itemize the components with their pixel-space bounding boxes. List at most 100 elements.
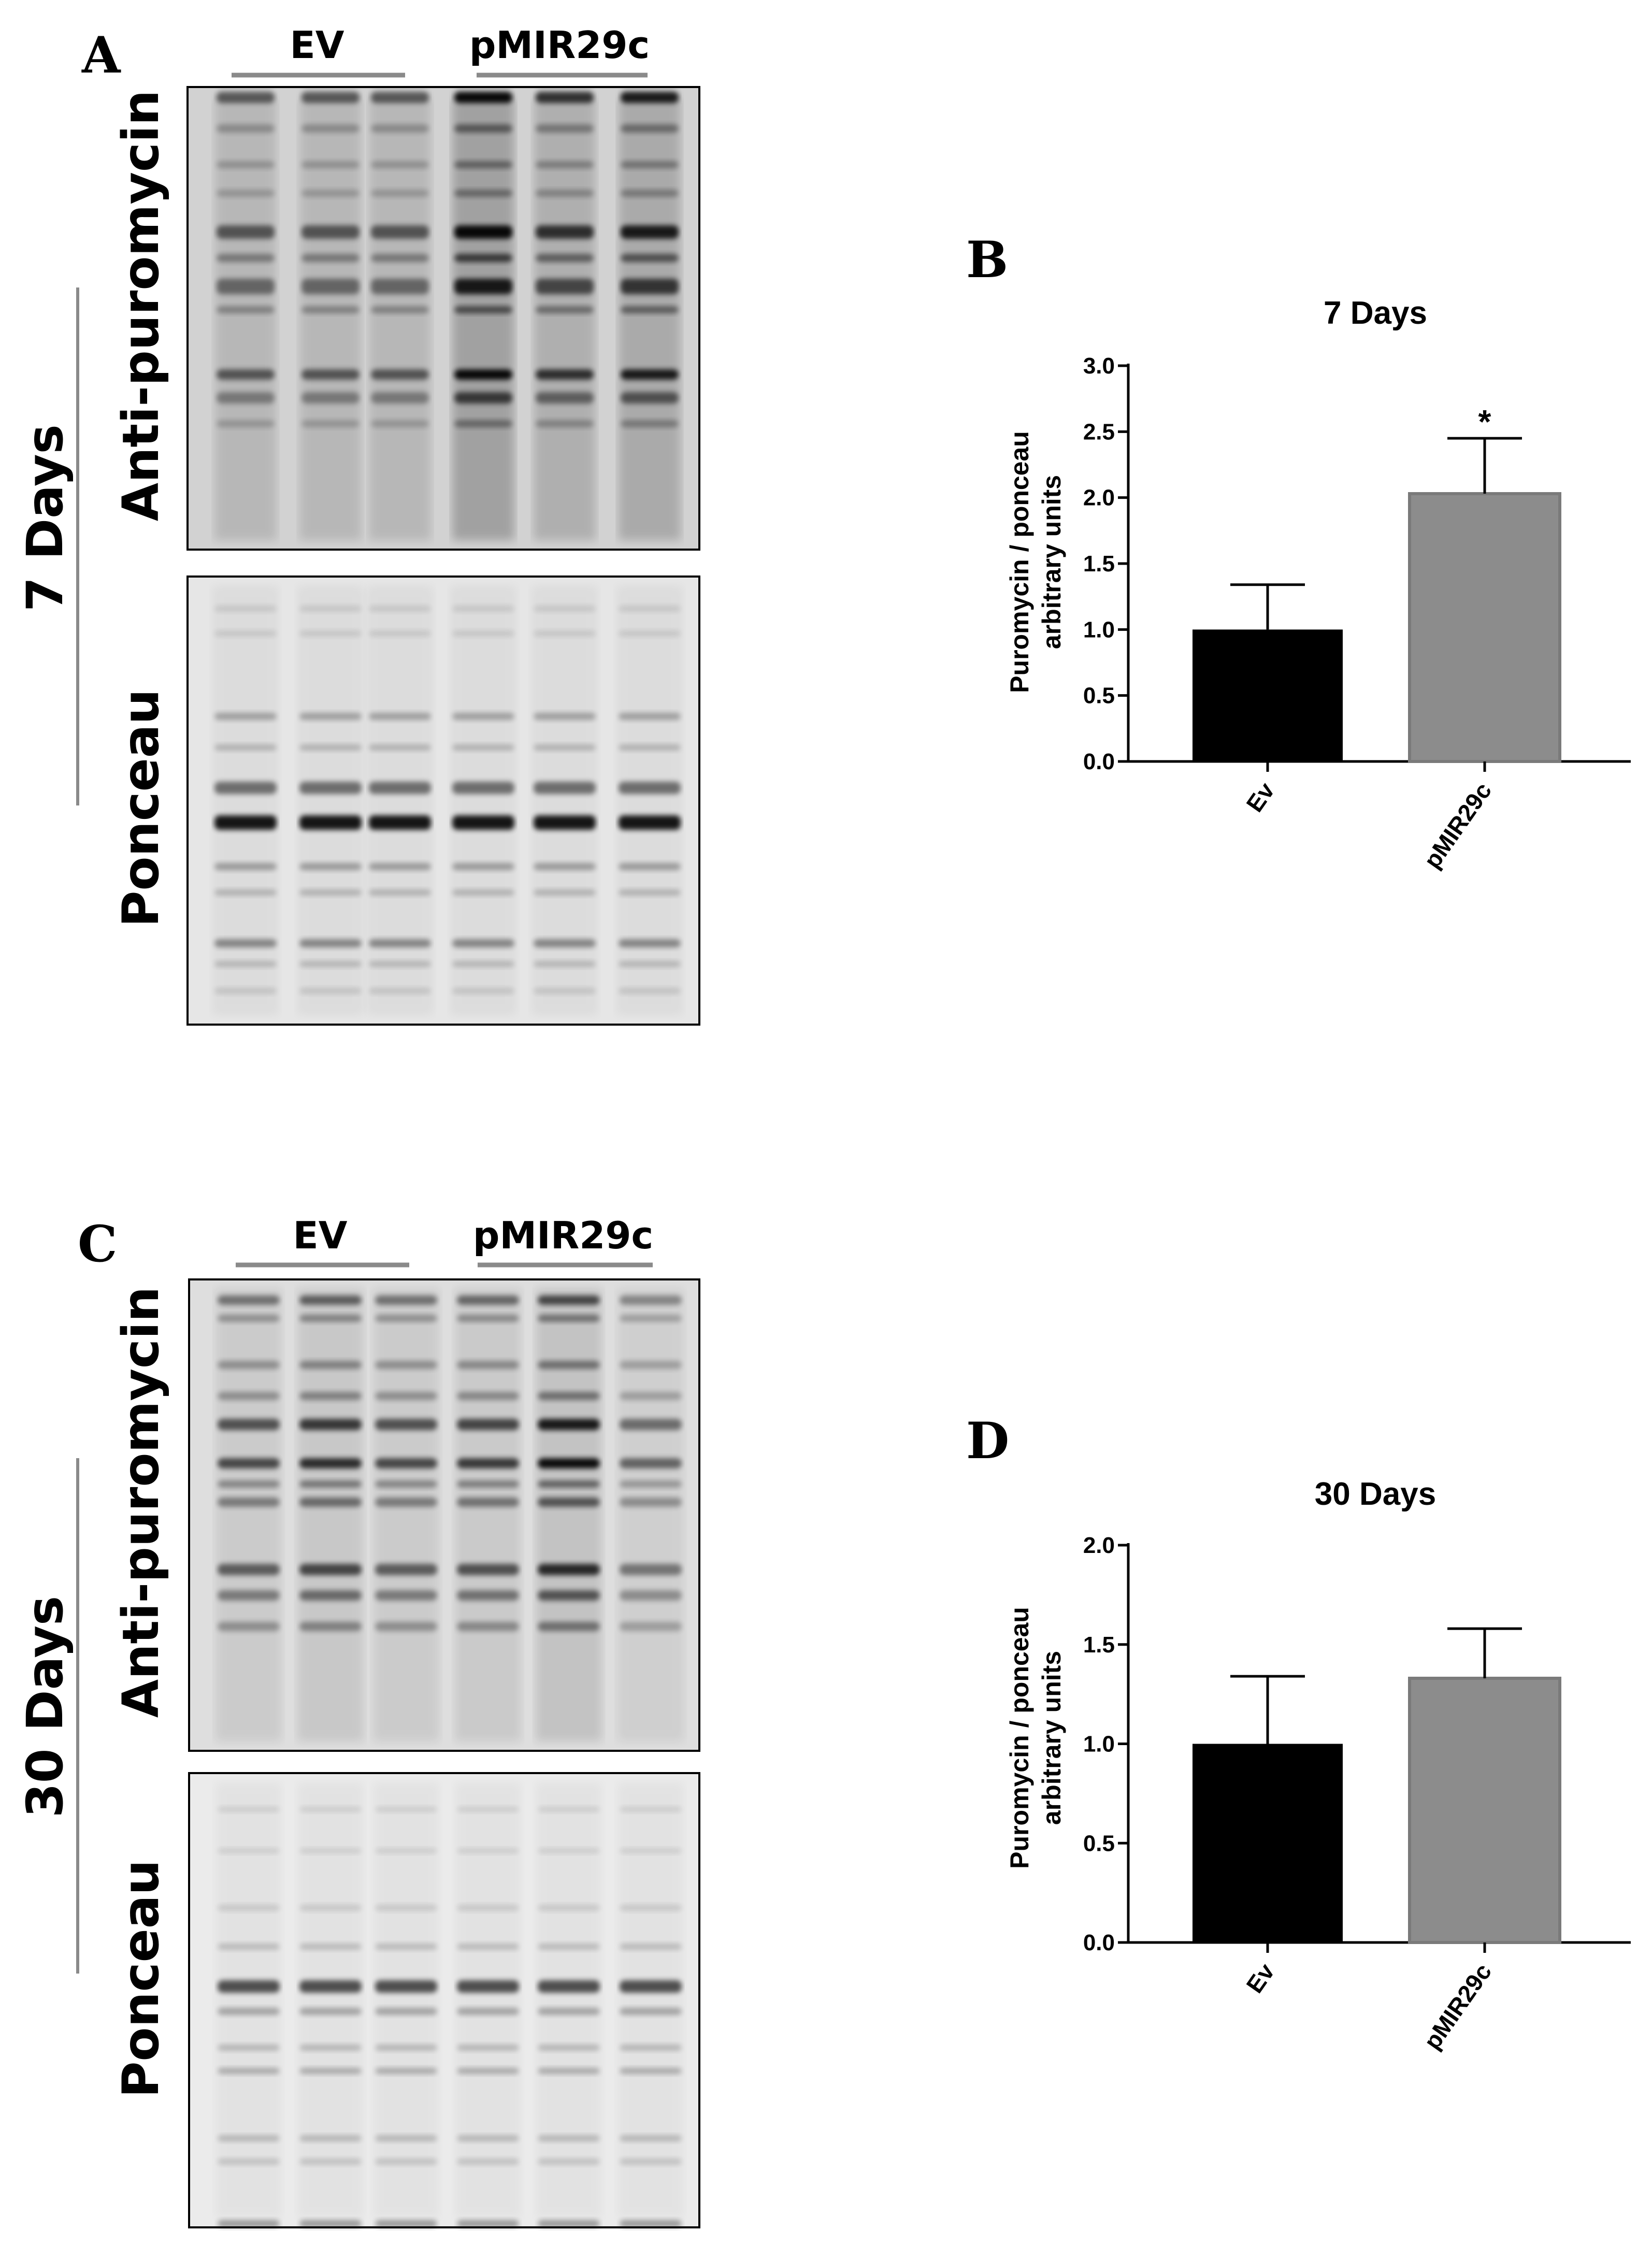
blot-band bbox=[371, 420, 429, 427]
blot-band bbox=[538, 1419, 600, 1430]
blot-band bbox=[217, 161, 275, 168]
lane-smear bbox=[536, 1289, 602, 1741]
blot-band bbox=[620, 1980, 682, 1993]
chart-30d-ylabel-line-2: arbitrary units bbox=[1037, 1651, 1066, 1825]
blot-band bbox=[299, 988, 362, 994]
blot-band bbox=[457, 1848, 519, 1853]
blot-band bbox=[369, 744, 431, 751]
blot-band bbox=[534, 782, 596, 794]
blot-30d-ponceau-frame bbox=[188, 1772, 700, 2228]
blot-band bbox=[619, 713, 681, 720]
blot-30d-anti-puromycin bbox=[188, 1278, 700, 1752]
blot-band bbox=[620, 2045, 682, 2051]
blot-band bbox=[301, 369, 360, 380]
blot-band bbox=[454, 190, 512, 197]
blot-band bbox=[375, 2220, 437, 2227]
blot-7d-group-ev-label: EV bbox=[290, 23, 344, 67]
blot-band bbox=[299, 1905, 362, 1911]
blot-band bbox=[214, 863, 277, 870]
blot-band bbox=[218, 1458, 280, 1469]
blot-band bbox=[454, 279, 512, 294]
blot-band bbox=[375, 2045, 437, 2051]
blot-band bbox=[534, 939, 596, 947]
blot-band bbox=[621, 279, 679, 294]
blot-band bbox=[538, 2220, 600, 2227]
bar-pmir29c bbox=[1408, 1676, 1561, 1945]
chart-30d-title: 30 Days bbox=[1315, 1476, 1436, 1512]
blot-band bbox=[217, 92, 275, 103]
panel-letter-d: D bbox=[966, 1412, 1009, 1470]
blot-band bbox=[620, 2135, 682, 2141]
blot-30d-ponceau-bands bbox=[218, 1782, 684, 2227]
blot-band bbox=[299, 863, 362, 870]
blot-band bbox=[301, 254, 360, 262]
chart-30d-ylabel-line-1: Puromycin / ponceau bbox=[1005, 1607, 1034, 1869]
blot-band bbox=[299, 2220, 362, 2227]
blot-band bbox=[457, 1905, 519, 1911]
blot-band bbox=[299, 1944, 362, 1950]
blot-band bbox=[620, 1458, 682, 1469]
blot-7d-anti-puromycin-frame bbox=[186, 86, 700, 551]
blot-30d-anti-puromycin-bands bbox=[216, 1289, 684, 1741]
panel-letter-b: B bbox=[966, 231, 1008, 289]
panel-letter-a: A bbox=[81, 26, 121, 84]
blot-band bbox=[375, 1498, 437, 1507]
blot-band bbox=[536, 254, 594, 262]
blot-band bbox=[299, 2008, 362, 2015]
blot-band bbox=[621, 254, 679, 262]
blot-band bbox=[457, 1361, 519, 1369]
blot-band bbox=[299, 815, 362, 830]
y-tick-label: 2.0 bbox=[1083, 1533, 1115, 1558]
blot-band bbox=[299, 1392, 362, 1400]
blot-band bbox=[301, 279, 360, 294]
bar-chart-30-days: 30 Days Puromycin / ponceau arbitrary un… bbox=[1005, 1476, 1631, 2054]
blot-band bbox=[619, 889, 681, 896]
blot-band bbox=[452, 713, 514, 720]
blot-7d-top-label: Anti-puromycin bbox=[112, 90, 170, 521]
blot-band bbox=[536, 225, 594, 239]
blot-band bbox=[619, 744, 681, 751]
blot-band bbox=[457, 1590, 519, 1601]
blot-band bbox=[299, 1419, 362, 1430]
blot-band bbox=[299, 713, 362, 720]
lane-smear bbox=[452, 96, 514, 540]
blot-band bbox=[218, 1944, 280, 1950]
x-tick-label-ev: Ev bbox=[1241, 778, 1280, 817]
blot-band bbox=[534, 713, 596, 720]
blot-band bbox=[538, 2068, 600, 2074]
chart-7d-ylabel-line-1: Puromycin / ponceau bbox=[1005, 431, 1034, 693]
blot-band bbox=[375, 1564, 437, 1575]
blot-band bbox=[217, 190, 275, 197]
blot-band bbox=[218, 2008, 280, 2015]
blot-band bbox=[299, 630, 362, 637]
blot-band bbox=[619, 815, 681, 830]
blot-30d-group-pmir29c-label: pMIR29c bbox=[473, 1214, 653, 1257]
blot-band bbox=[620, 1807, 682, 1812]
blot-band bbox=[299, 939, 362, 947]
blot-band bbox=[214, 988, 277, 994]
blot-band bbox=[299, 2045, 362, 2051]
blot-band bbox=[452, 961, 514, 967]
blot-band bbox=[375, 1807, 437, 1812]
blot-band bbox=[299, 1564, 362, 1575]
lane-smear bbox=[617, 1782, 684, 2218]
blot-band bbox=[371, 225, 429, 239]
blot-band bbox=[457, 1564, 519, 1575]
blot-band bbox=[621, 420, 679, 427]
blot-band bbox=[534, 815, 596, 830]
lane-smear bbox=[534, 96, 596, 540]
blot-band bbox=[619, 630, 681, 637]
blot-band bbox=[452, 782, 514, 794]
blot-band bbox=[536, 279, 594, 294]
blot-band bbox=[371, 124, 429, 133]
blot-band bbox=[375, 2068, 437, 2074]
lane-smear bbox=[216, 1289, 282, 1741]
blot-band bbox=[619, 939, 681, 947]
blot-band bbox=[299, 1480, 362, 1488]
blot-band bbox=[620, 2068, 682, 2074]
blot-band bbox=[375, 1480, 437, 1488]
blot-30d-group-ev-label: EV bbox=[293, 1214, 348, 1257]
blot-band bbox=[536, 369, 594, 380]
blot-band bbox=[218, 2158, 280, 2165]
blot-band bbox=[536, 420, 594, 427]
